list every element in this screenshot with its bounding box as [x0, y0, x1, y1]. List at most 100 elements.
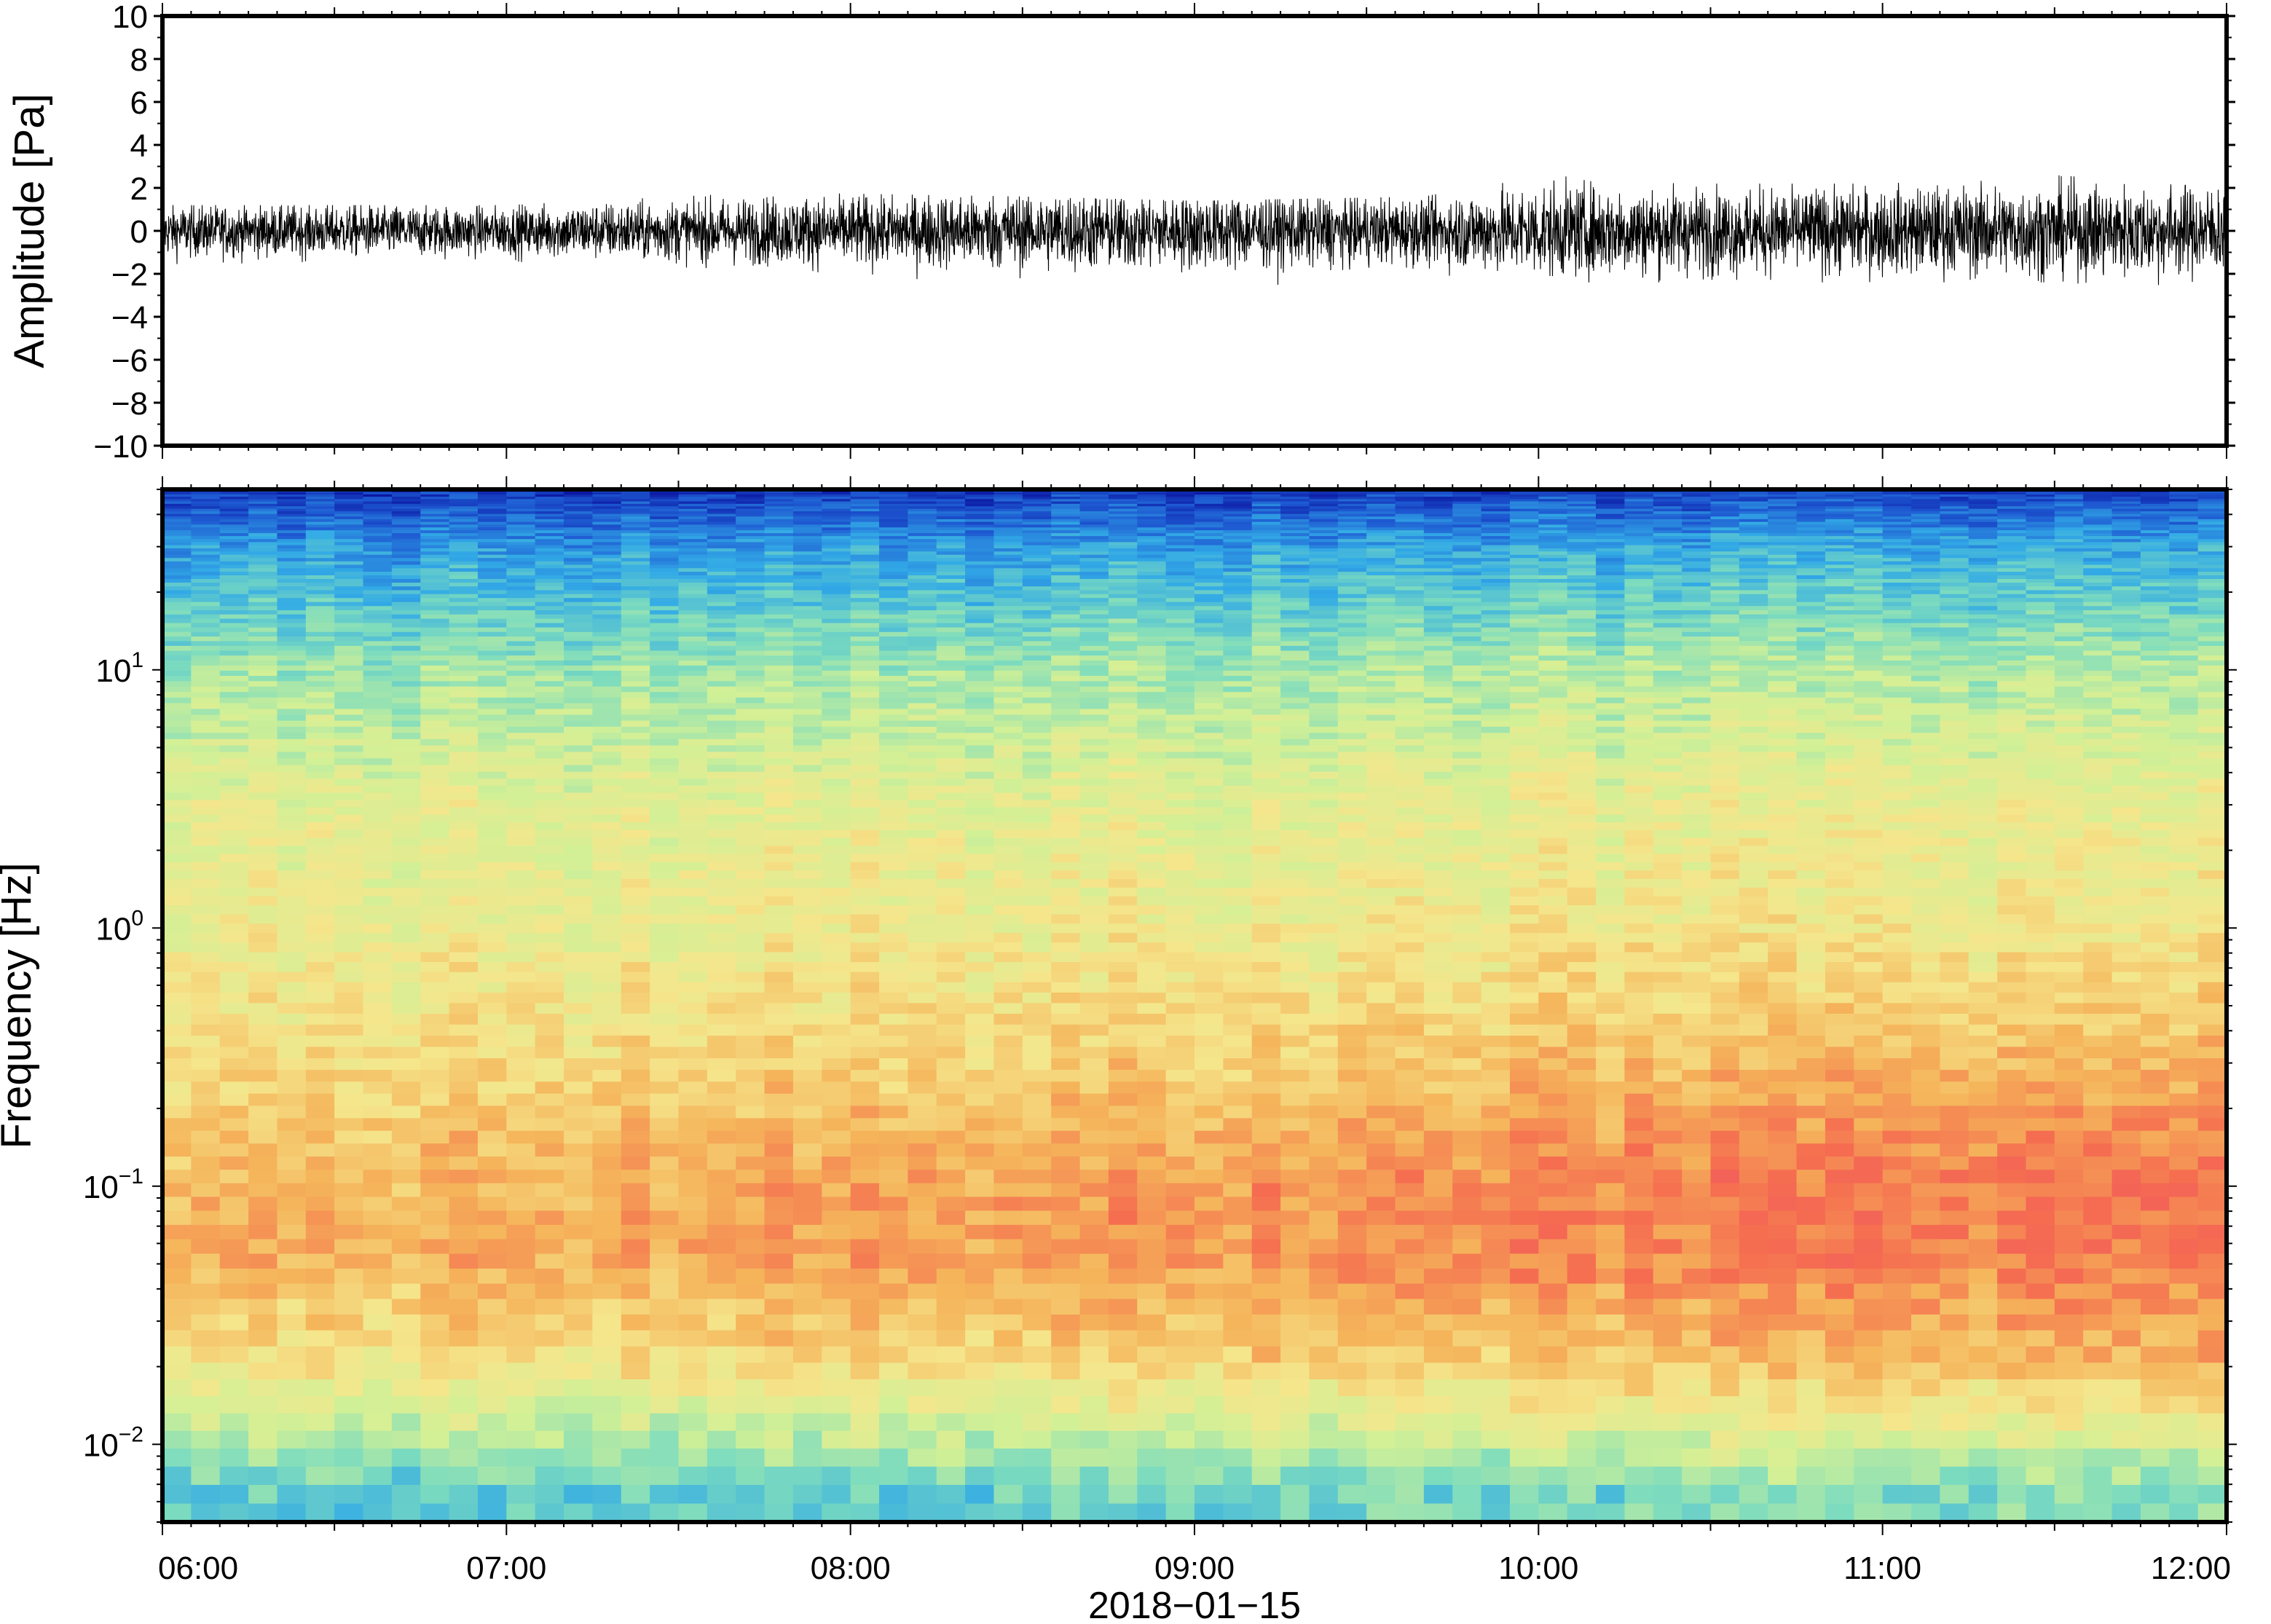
- spectrogram-cell: [993, 532, 1023, 537]
- spectrogram-cell: [736, 541, 765, 545]
- spectrogram-cell: [248, 744, 278, 752]
- spectrogram-cell: [391, 686, 421, 693]
- spectrogram-cell: [477, 870, 507, 879]
- spectrogram-cell: [965, 726, 995, 733]
- spectrogram-cell: [420, 519, 450, 522]
- spectrogram-cell: [1165, 586, 1195, 591]
- spectrogram-cell: [936, 567, 966, 572]
- spectrogram-cell: [678, 785, 708, 793]
- spectrogram-cell: [219, 605, 249, 610]
- spectrogram-cell: [993, 640, 1023, 646]
- spectrogram-cell: [707, 597, 736, 602]
- spectrogram-cell: [162, 1169, 192, 1183]
- spectrogram-cell: [162, 582, 192, 587]
- spectrogram-cell: [277, 951, 307, 963]
- spectrogram-cell: [535, 878, 564, 888]
- spectrogram-cell: [993, 686, 1023, 693]
- spectrogram-cell: [1079, 726, 1109, 733]
- spectrogram-cell: [965, 505, 995, 509]
- spectrogram-cell: [678, 527, 708, 531]
- spectrogram-cell: [678, 942, 708, 953]
- spectrogram-cell: [792, 1057, 822, 1071]
- spectrogram-cell: [420, 878, 450, 888]
- spectrogram-cell: [449, 1210, 479, 1225]
- spectrogram-cell: [650, 1379, 680, 1397]
- spectrogram-cell: [477, 494, 507, 497]
- spectrogram-cell: [477, 1013, 507, 1025]
- spectrogram-cell: [391, 951, 421, 963]
- spectrogram-cell: [1022, 650, 1052, 656]
- spectrogram-cell: [506, 597, 536, 602]
- spectrogram-cell: [564, 1024, 594, 1036]
- spectrogram-cell: [305, 951, 335, 963]
- spectrogram-cell: [477, 1268, 507, 1284]
- spectrogram-cell: [678, 582, 708, 587]
- spectrogram-cell: [621, 785, 650, 793]
- spectrogram-cell: [277, 605, 307, 610]
- spectrogram-cell: [219, 853, 249, 862]
- spectrogram-cell: [764, 913, 794, 924]
- spectrogram-cell: [363, 1183, 393, 1197]
- spectrogram-cell: [908, 732, 937, 739]
- spectrogram-cell: [277, 516, 307, 519]
- spectrogram-cell: [564, 670, 594, 677]
- spectrogram-cell: [621, 913, 650, 924]
- spectrogram-cell: [363, 532, 393, 537]
- spectrogram-cell: [1079, 708, 1109, 715]
- spectrogram-cell: [564, 1484, 594, 1504]
- spectrogram-cell: [707, 1253, 736, 1269]
- spectrogram-cell: [449, 904, 479, 915]
- spectrogram-cell: [535, 675, 564, 682]
- spectrogram-cell: [449, 1081, 479, 1094]
- spectrogram-cell: [1165, 870, 1195, 879]
- spectrogram-cell: [650, 655, 680, 661]
- spectrogram-cell: [879, 1183, 908, 1197]
- spectrogram-cell: [678, 732, 708, 739]
- spectrogram-cell: [420, 744, 450, 752]
- spectrogram-cell: [850, 1130, 880, 1144]
- spectrogram-cell: [1079, 1282, 1109, 1299]
- spectrogram-cell: [1165, 853, 1195, 862]
- spectrogram-cell: [162, 1105, 192, 1119]
- spectrogram-cell: [305, 496, 335, 500]
- spectrogram-cell: [707, 538, 736, 543]
- spectrogram-cell: [1022, 870, 1052, 879]
- spectrogram-cell: [678, 1484, 708, 1504]
- spectrogram-cell: [219, 524, 249, 528]
- spectrogram-cell: [277, 645, 307, 651]
- spectrogram-cell: [993, 564, 1023, 569]
- spectrogram-cell: [936, 923, 966, 934]
- spectrogram-cell: [908, 771, 937, 779]
- spectrogram-cell: [1051, 561, 1081, 565]
- spectrogram-cell: [191, 1156, 221, 1170]
- spectrogram-cell: [707, 527, 736, 531]
- spectrogram-cell: [1079, 1330, 1109, 1347]
- spectrogram-cell: [506, 829, 536, 838]
- spectrogram-cell: [936, 853, 966, 862]
- spectrogram-cell: [449, 521, 479, 525]
- spectrogram-cell: [277, 1413, 307, 1431]
- spectrogram-cell: [792, 726, 822, 733]
- spectrogram-cell: [1051, 571, 1081, 575]
- spectrogram-cell: [219, 645, 249, 651]
- spectrogram-cell: [1022, 1253, 1052, 1269]
- spectrogram-cell: [792, 610, 822, 615]
- spectrogram-cell: [1108, 636, 1138, 642]
- spectrogram-cell: [1165, 605, 1195, 610]
- spectrogram-cell: [564, 726, 594, 733]
- spectrogram-cell: [650, 529, 680, 534]
- spectrogram-cell: [391, 1346, 421, 1363]
- spectrogram-cell: [191, 896, 221, 906]
- spectrogram-cell: [592, 675, 622, 682]
- spectrogram-cell: [879, 508, 908, 512]
- spectrogram-cell: [1137, 650, 1167, 656]
- spectrogram-cell: [993, 494, 1023, 497]
- spectrogram-cell: [535, 554, 564, 559]
- spectrogram-cell: [822, 640, 851, 646]
- spectrogram-cell: [477, 1169, 507, 1183]
- spectrogram-cell: [477, 982, 507, 993]
- spectrogram-cell: [621, 594, 650, 599]
- spectrogram-cell: [162, 564, 192, 569]
- spectrogram-cell: [334, 1002, 364, 1014]
- spectrogram-cell: [707, 1183, 736, 1197]
